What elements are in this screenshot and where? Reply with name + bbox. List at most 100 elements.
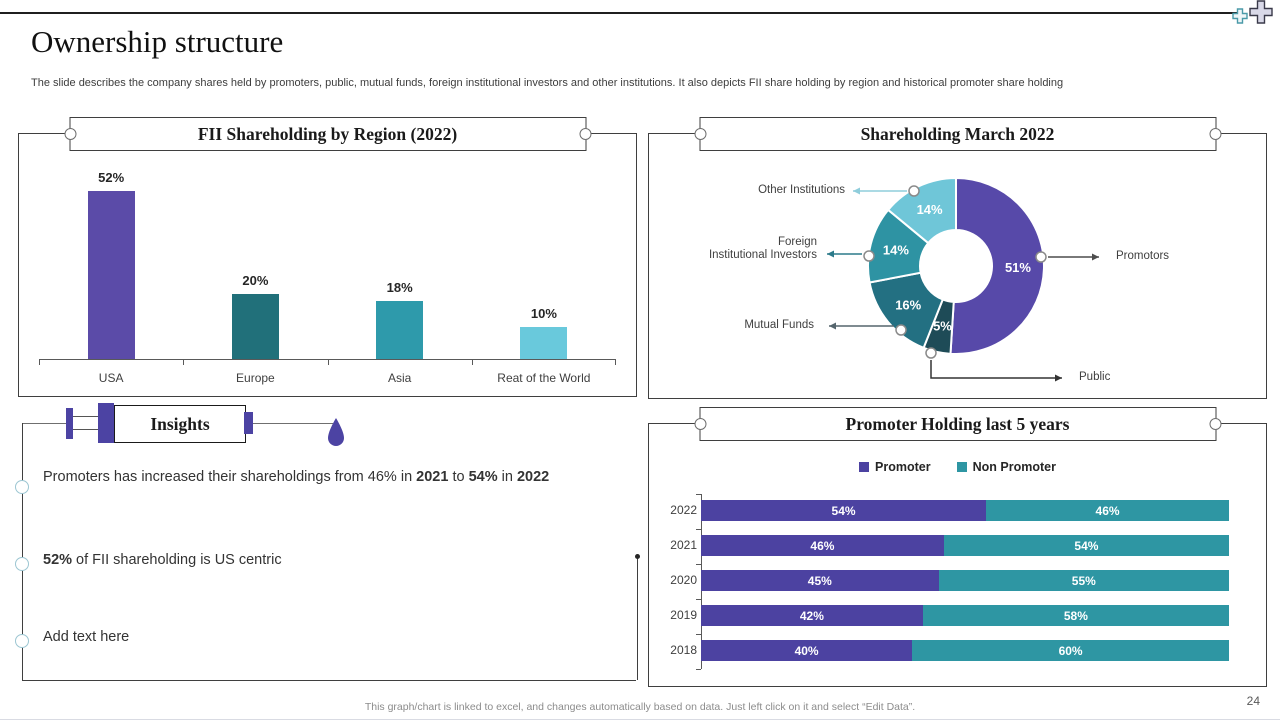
arrow-icon (829, 322, 836, 330)
bar-category-usa: USA (98, 371, 124, 385)
stacked-2018-promoter[interactable]: 40% (701, 640, 913, 661)
stacked-2021-promoter[interactable]: 46% (701, 535, 944, 556)
bar-value-usa: 52% (98, 170, 125, 185)
legend-item-promoter: Promoter (859, 460, 931, 474)
donut-callout-mutual-funds: Mutual Funds (744, 319, 814, 331)
stacked-row-2020[interactable]: 45% 55% (701, 570, 1229, 591)
connector-dot (635, 554, 640, 559)
plus-decoration-icon (1232, 0, 1273, 24)
axis-tick-icon (696, 529, 701, 530)
fii-region-chart-title-box: FII Shareholding by Region (2022) (64, 117, 591, 151)
donut-label-other-institutions: 14% (917, 202, 943, 217)
donut-label-mutual-funds: 16% (895, 298, 921, 313)
axis-tick-icon (696, 634, 701, 635)
shareholding-donut-panel[interactable]: Shareholding March 2022 51% 5% 16% 14% 14% O… (648, 117, 1267, 399)
bar-slot-asia: 18% (328, 280, 472, 359)
bar-usa[interactable] (87, 191, 135, 359)
arrow-icon (1092, 253, 1099, 261)
handle-icon (1209, 418, 1221, 430)
donut-callout-public: Public (1079, 371, 1111, 383)
axis-tick-icon (183, 360, 185, 365)
axis-tick-icon (471, 360, 473, 365)
page-number: 24 (1246, 694, 1260, 708)
axis-tick-icon (696, 494, 701, 495)
bar-value-europe: 20% (242, 273, 269, 288)
insights-header: Insights (114, 405, 246, 443)
page-subtitle[interactable]: The slide describes the company shares h… (31, 77, 1064, 89)
bar-category-reat-of-the-world: Reat of the World (497, 371, 591, 385)
bar-chart-plot-area[interactable]: 52% 20% 18% 10% (39, 170, 616, 359)
bar-chart-category-labels: USA Europe Asia Reat of the World (39, 371, 616, 385)
handle-icon (64, 128, 76, 140)
axis-tick-icon (615, 360, 616, 365)
donut-segment-promotors[interactable] (949, 177, 1045, 355)
bar-slot-usa: 52% (39, 170, 183, 359)
legend-swatch-icon (956, 462, 967, 472)
legend-swatch-icon (859, 462, 870, 472)
insights-right-border (636, 557, 638, 680)
axis-tick-icon (327, 360, 329, 365)
stacked-year-2020: 2020 (670, 573, 697, 587)
donut-segment-other-institutions[interactable] (886, 177, 957, 245)
axis-tick-icon (696, 599, 701, 600)
legend-label-non-promoter: Non Promoter (972, 460, 1056, 474)
stacked-2022-promoter[interactable]: 54% (701, 500, 987, 521)
stacked-2019-non-promoter[interactable]: 58% (922, 605, 1229, 626)
axis-tick-icon (696, 564, 701, 565)
page-title[interactable]: Ownership structure (31, 24, 284, 59)
handle-icon (1209, 128, 1221, 140)
stacked-row-2021[interactable]: 46% 54% (701, 535, 1229, 556)
stacked-2021-non-promoter[interactable]: 54% (943, 535, 1229, 556)
bar-slot-reat-of-the-world: 10% (472, 306, 616, 359)
donut-chart[interactable]: 51% 5% 16% 14% 14% (867, 177, 1047, 357)
shareholding-donut-title-box: Shareholding March 2022 (694, 117, 1221, 151)
insight-item-2[interactable]: 52% of FII shareholding is US centric (43, 552, 282, 568)
handle-icon (694, 128, 706, 140)
stacked-year-2019: 2019 (670, 608, 697, 622)
stacked-year-2021: 2021 (670, 538, 697, 552)
insight-bullet-icon (15, 557, 29, 571)
insight-item-1[interactable]: Promoters has increased their shareholdi… (43, 469, 550, 485)
donut-label-public: 5% (933, 319, 952, 334)
arrow-icon (853, 187, 860, 195)
donut-callout-foreign-institutional-investors: Foreign Institutional Investors (708, 236, 817, 261)
axis-tick-icon (39, 360, 40, 365)
stacked-2019-promoter[interactable]: 42% (701, 605, 923, 626)
stacked-year-2018: 2018 (670, 643, 697, 657)
legend-label-promoter: Promoter (875, 460, 931, 474)
callout-dot-icon (925, 347, 937, 359)
bar-reat-of-the-world[interactable] (520, 327, 568, 359)
bar-asia[interactable] (376, 301, 424, 359)
fii-region-chart-panel[interactable]: FII Shareholding by Region (2022) 52% 20%… (18, 117, 637, 397)
stacked-2018-non-promoter[interactable]: 60% (912, 640, 1229, 661)
promoter-holding-chart-panel[interactable]: Promoter Holding last 5 years Promoter No… (648, 407, 1267, 687)
insight-bullet-icon (15, 634, 29, 648)
fii-region-chart-title: FII Shareholding by Region (2022) (197, 123, 458, 144)
donut-callout-promotors: Promotors (1116, 250, 1170, 262)
callout-dot-icon (908, 185, 920, 197)
stacked-2022-non-promoter[interactable]: 46% (986, 500, 1229, 521)
drop-icon (328, 418, 344, 446)
bar-category-asia: Asia (387, 371, 412, 385)
insight-item-3[interactable]: Add text here (43, 629, 130, 645)
bar-europe[interactable] (231, 294, 279, 359)
axis-tick-icon (696, 669, 701, 670)
callout-dot-icon (1035, 251, 1047, 263)
donut-label-foreign-institutional-investors: 14% (883, 243, 909, 258)
bar-slot-europe: 20% (183, 273, 327, 359)
promoter-holding-title: Promoter Holding last 5 years (845, 413, 1070, 434)
stacked-2020-promoter[interactable]: 45% (701, 570, 939, 591)
stacked-row-2019[interactable]: 42% 58% (701, 605, 1229, 626)
stacked-2020-non-promoter[interactable]: 55% (938, 570, 1229, 591)
donut-callout-other-institutions: Other Institutions (758, 184, 845, 196)
stacked-row-2022[interactable]: 54% 46% (701, 500, 1229, 521)
insight-bullet-icon (15, 480, 29, 494)
handle-icon (579, 128, 591, 140)
arrow-icon (827, 250, 834, 258)
stacked-chart-legend: Promoter Non Promoter (649, 460, 1266, 474)
arrow-icon (1055, 374, 1062, 382)
donut-callout-lines (827, 185, 1099, 382)
top-divider (0, 12, 1238, 14)
stacked-row-2018[interactable]: 40% 60% (701, 640, 1229, 661)
